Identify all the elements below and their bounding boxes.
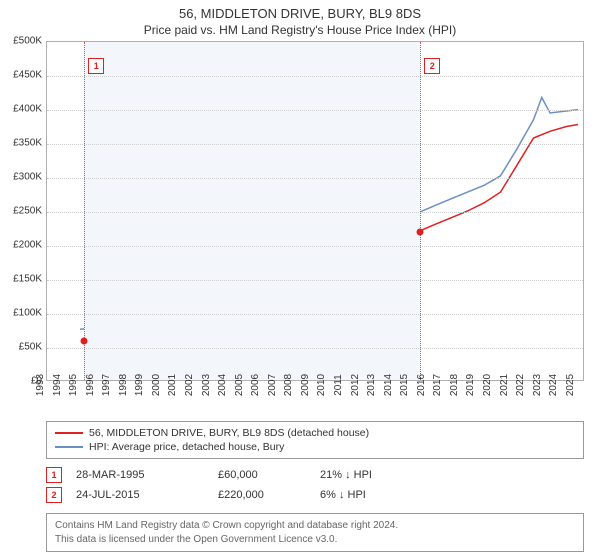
x-axis-label: 2000 (151, 374, 162, 396)
event-delta: 6% ↓ HPI (320, 489, 440, 501)
gridline (47, 76, 583, 77)
event-marker-box: 2 (424, 58, 440, 74)
event-badge: 1 (46, 467, 62, 483)
event-row: 1 28-MAR-1995£60,00021% ↓ HPI (46, 465, 584, 485)
x-axis-label: 2018 (449, 374, 460, 396)
x-axis-label: 2012 (349, 374, 360, 396)
legend-label: HPI: Average price, detached house, Bury (89, 441, 284, 453)
x-axis-label: 2003 (200, 374, 211, 396)
footer-line: This data is licensed under the Open Gov… (55, 533, 575, 547)
x-axis-label: 2006 (250, 374, 261, 396)
y-axis-label: £500K (13, 36, 42, 47)
y-axis-label: £400K (13, 104, 42, 115)
x-axis-label: 2017 (432, 374, 443, 396)
event-row: 2 24-JUL-2015£220,0006% ↓ HPI (46, 485, 584, 505)
legend-box: 56, MIDDLETON DRIVE, BURY, BL9 8DS (deta… (46, 421, 584, 459)
event-dot (81, 338, 88, 345)
legend-row: 56, MIDDLETON DRIVE, BURY, BL9 8DS (deta… (55, 426, 575, 440)
x-axis-label: 2013 (366, 374, 377, 396)
x-axis-label: 2015 (399, 374, 410, 396)
plot-wrap: 12 £0£50K£100K£150K£200K£250K£300K£350K£… (46, 41, 584, 381)
x-axis-label: 2001 (167, 374, 178, 396)
y-axis-label: £150K (13, 274, 42, 285)
x-axis-label: 2010 (316, 374, 327, 396)
x-axis-label: 2009 (300, 374, 311, 396)
gridline (47, 348, 583, 349)
x-axis-label: 2020 (482, 374, 493, 396)
x-axis-label: 1994 (51, 374, 62, 396)
plot-area: 12 (46, 41, 584, 381)
x-axis-label: 1998 (118, 374, 129, 396)
y-axis-label: £100K (13, 308, 42, 319)
event-vline (420, 42, 421, 380)
x-axis-label: 2004 (217, 374, 228, 396)
x-axis-label: 1993 (35, 374, 46, 396)
y-axis-label: £50K (19, 342, 42, 353)
x-axis-label: 1997 (101, 374, 112, 396)
legend-swatch (55, 446, 83, 448)
event-marker-box: 1 (88, 58, 104, 74)
footer-line: Contains HM Land Registry data © Crown c… (55, 519, 575, 533)
plot-shade (84, 42, 420, 380)
x-axis-label: 1996 (85, 374, 96, 396)
event-delta: 21% ↓ HPI (320, 469, 440, 481)
x-axis-label: 1999 (134, 374, 145, 396)
x-axis-label: 2008 (283, 374, 294, 396)
event-vline (84, 42, 85, 380)
chart-title: 56, MIDDLETON DRIVE, BURY, BL9 8DS (0, 0, 600, 21)
footer-box: Contains HM Land Registry data © Crown c… (46, 513, 584, 552)
x-axis-label: 2019 (465, 374, 476, 396)
gridline (47, 280, 583, 281)
x-axis-label: 2025 (565, 374, 576, 396)
event-price: £220,000 (218, 489, 318, 501)
x-axis-label: 2011 (333, 374, 344, 396)
chart-subtitle: Price paid vs. HM Land Registry's House … (0, 21, 600, 41)
y-axis-label: £250K (13, 206, 42, 217)
gridline (47, 212, 583, 213)
x-axis-label: 2002 (184, 374, 195, 396)
x-axis-label: 1995 (68, 374, 79, 396)
legend-label: 56, MIDDLETON DRIVE, BURY, BL9 8DS (deta… (89, 427, 369, 439)
x-axis-label: 2024 (548, 374, 559, 396)
legend-swatch (55, 432, 83, 434)
x-axis-label: 2021 (498, 374, 509, 396)
gridline (47, 178, 583, 179)
y-axis-label: £200K (13, 240, 42, 251)
x-axis-label: 2007 (267, 374, 278, 396)
events-list: 1 28-MAR-1995£60,00021% ↓ HPI 2 24-JUL-2015… (46, 465, 584, 505)
gridline (47, 246, 583, 247)
event-dot (417, 229, 424, 236)
chart-container: 56, MIDDLETON DRIVE, BURY, BL9 8DS Price… (0, 0, 600, 560)
y-axis-label: £350K (13, 138, 42, 149)
x-axis-label: 2016 (416, 374, 427, 396)
y-axis-label: £450K (13, 70, 42, 81)
event-badge: 2 (46, 487, 62, 503)
legend-row: HPI: Average price, detached house, Bury (55, 440, 575, 454)
x-axis-label: 2022 (515, 374, 526, 396)
gridline (47, 144, 583, 145)
x-axis-label: 2014 (383, 374, 394, 396)
y-axis-label: £300K (13, 172, 42, 183)
x-axis-label: 2023 (531, 374, 542, 396)
event-date: 28-MAR-1995 (76, 469, 216, 481)
x-axis-label: 2005 (234, 374, 245, 396)
gridline (47, 314, 583, 315)
event-date: 24-JUL-2015 (76, 489, 216, 501)
event-price: £60,000 (218, 469, 318, 481)
gridline (47, 110, 583, 111)
